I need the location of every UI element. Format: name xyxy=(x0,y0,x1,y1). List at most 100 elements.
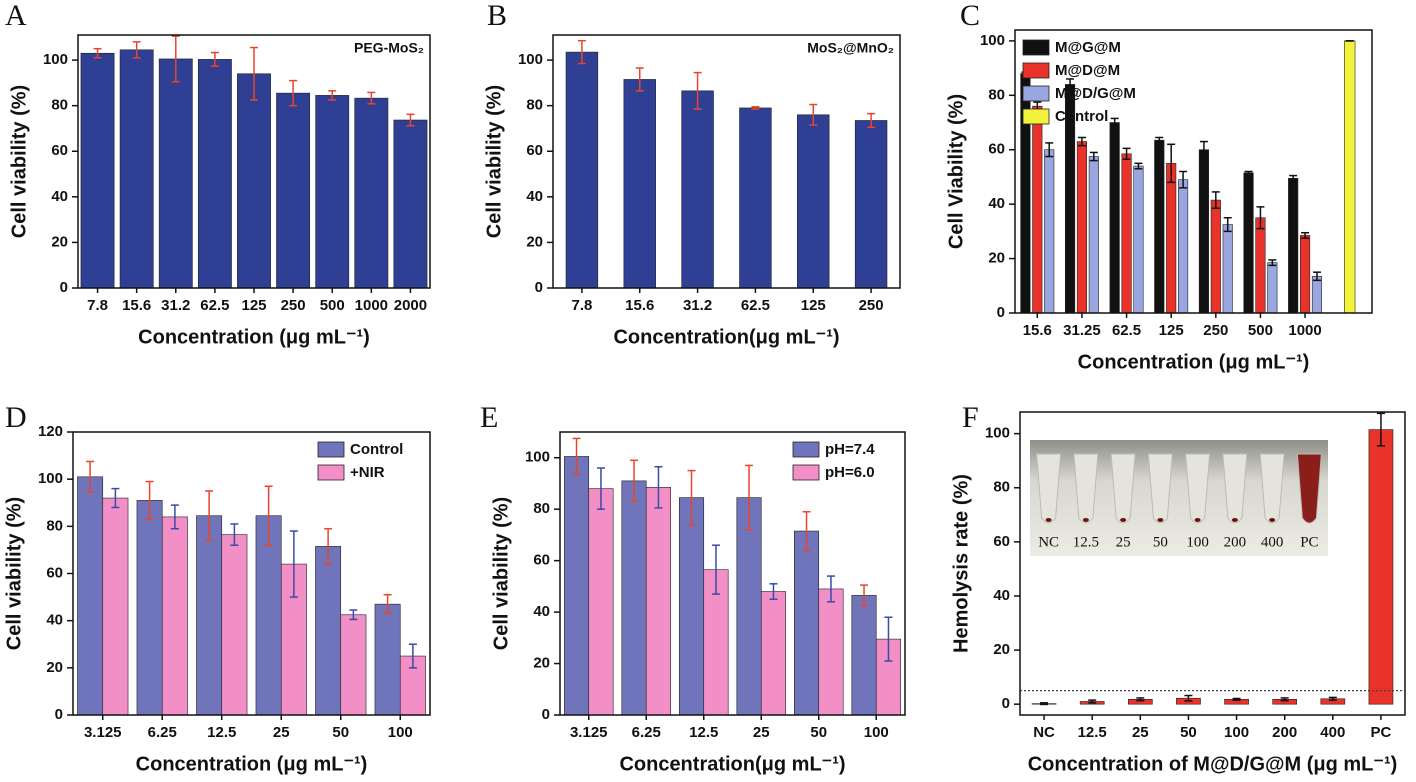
x-tick-label: 400 xyxy=(1320,724,1345,741)
inset-label: PC xyxy=(1300,534,1318,550)
x-tick-label: 62.5 xyxy=(200,297,229,314)
bar xyxy=(315,546,342,716)
y-tick-label: 60 xyxy=(533,552,550,569)
x-axis-title: Concentration(μg mL⁻¹) xyxy=(619,753,845,775)
x-tick-label: 7.8 xyxy=(87,297,108,314)
pellet xyxy=(1120,518,1127,522)
error-bar xyxy=(884,616,893,662)
bar xyxy=(136,500,163,716)
x-tick-label: 6.25 xyxy=(148,724,177,741)
x-axis-title: Concentration(μg mL⁻¹) xyxy=(613,326,839,348)
bar xyxy=(1109,122,1120,314)
y-tick-label: 40 xyxy=(46,612,63,629)
legend-swatch xyxy=(1022,39,1050,56)
bar xyxy=(158,58,193,289)
x-tick-label: 6.25 xyxy=(632,724,661,741)
legend-label: Control xyxy=(350,441,403,458)
x-tick-label: 25 xyxy=(1132,724,1149,741)
y-tick-label: 20 xyxy=(533,655,550,672)
bar xyxy=(679,497,705,716)
error-bar xyxy=(635,67,644,92)
error-bar xyxy=(171,35,180,83)
x-tick-label: 62.5 xyxy=(741,297,770,314)
tube xyxy=(1147,453,1173,524)
pellet xyxy=(1082,518,1089,522)
plot-frame xyxy=(1019,411,1406,716)
x-tick-label: 31.25 xyxy=(1063,322,1101,339)
legend-swatch xyxy=(1022,85,1050,102)
x-tick-label: 125 xyxy=(1159,322,1184,339)
tube xyxy=(1036,453,1062,524)
bar xyxy=(1344,40,1356,314)
x-axis-title: Concentration (μg mL⁻¹) xyxy=(1078,351,1310,373)
x-tick-label: 15.6 xyxy=(1023,322,1052,339)
x-tick-label: 100 xyxy=(1224,724,1249,741)
y-tick-label: 100 xyxy=(38,470,63,487)
error-bar xyxy=(93,47,102,59)
y-tick-label: 120 xyxy=(38,423,63,440)
y-tick-label: 0 xyxy=(542,706,550,723)
error-bar xyxy=(383,593,392,615)
x-tick-label: 50 xyxy=(1180,724,1197,741)
y-tick-label: 0 xyxy=(60,279,68,296)
error-bar xyxy=(1232,697,1241,701)
x-axis-title: Concentration (μg mL⁻¹) xyxy=(138,326,370,348)
x-tick-label: PC xyxy=(1371,724,1392,741)
error-bar xyxy=(230,523,239,546)
y-tick-label: 80 xyxy=(988,86,1005,103)
error-bar xyxy=(328,90,337,101)
bar xyxy=(1076,141,1087,314)
tube xyxy=(1222,453,1248,524)
x-tick-label: 125 xyxy=(241,297,266,314)
inset-label: 400 xyxy=(1261,534,1284,550)
x-tick-label: 7.8 xyxy=(571,297,592,314)
inset-label: 12.5 xyxy=(1073,534,1099,550)
y-tick-label: 20 xyxy=(51,233,68,250)
y-tick-label: 40 xyxy=(526,188,543,205)
bar xyxy=(196,515,223,716)
error-bar xyxy=(324,527,333,565)
panel-letter: C xyxy=(960,0,980,32)
bar xyxy=(80,52,115,289)
x-tick-label: 25 xyxy=(273,724,290,741)
legend-label: M@D@M xyxy=(1055,62,1120,79)
x-tick-label: 12.5 xyxy=(1078,724,1107,741)
y-tick-label: 40 xyxy=(988,195,1005,212)
bar xyxy=(1166,163,1177,314)
y-axis-title: Cell viability (%) xyxy=(3,497,25,650)
annotation: PEG-MoS₂ xyxy=(354,40,424,56)
bar xyxy=(237,73,271,289)
legend-label: Control xyxy=(1055,108,1108,125)
inset-label: 25 xyxy=(1116,534,1131,550)
error-bar xyxy=(826,575,835,603)
x-axis-title: Concentration (μg mL⁻¹) xyxy=(136,753,368,775)
error-bar xyxy=(408,643,417,669)
legend-swatch xyxy=(792,441,820,458)
error-bar xyxy=(1040,702,1049,706)
legend-swatch xyxy=(792,464,820,481)
y-axis-title: Cell viability (%) xyxy=(490,497,512,650)
bar xyxy=(1154,139,1165,314)
error-bar xyxy=(1199,140,1208,159)
y-tick-label: 40 xyxy=(51,188,68,205)
panel-letter: F xyxy=(962,401,979,434)
error-bar xyxy=(1179,170,1188,189)
panel-letter: B xyxy=(487,0,507,32)
x-tick-label: 31.2 xyxy=(683,297,712,314)
bar xyxy=(276,92,311,289)
error-bar xyxy=(145,480,154,521)
y-tick-label: 40 xyxy=(533,603,550,620)
error-bar xyxy=(111,487,120,509)
bar xyxy=(645,487,671,716)
bar xyxy=(760,591,786,716)
tube xyxy=(1296,453,1322,524)
y-tick-label: 80 xyxy=(533,500,550,517)
error-bar xyxy=(860,584,869,607)
error-bar xyxy=(349,609,358,621)
error-bar xyxy=(1167,143,1176,184)
error-bar xyxy=(711,544,720,595)
bar xyxy=(588,488,614,716)
legend-label: pH=7.4 xyxy=(825,441,875,458)
bar xyxy=(1288,178,1299,314)
